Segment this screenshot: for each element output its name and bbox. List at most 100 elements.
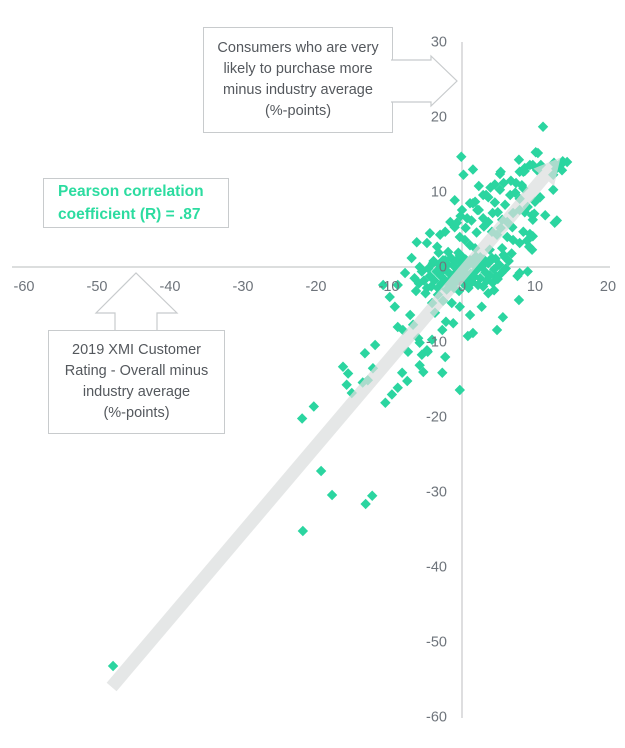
data-point [437,367,448,378]
data-point [503,255,514,267]
data-point [420,288,431,299]
data-point [455,210,466,222]
data-point [519,207,530,218]
data-point [483,192,494,203]
data-point [492,207,503,218]
data-point [466,215,477,226]
data-point [326,489,338,501]
data-point [561,156,573,168]
data-point [505,175,517,186]
data-point [473,180,484,192]
y-tick-label: 0 [439,260,447,276]
data-point [396,367,408,378]
data-point [485,182,496,193]
data-point [551,215,563,226]
data-point [537,121,549,132]
data-point [446,297,457,309]
x-tick-label: -40 [160,279,181,295]
data-point [406,252,417,264]
data-point [473,204,484,216]
data-point [380,397,391,408]
data-point [510,187,521,198]
x-tick-label: -10 [379,279,400,295]
data-point [521,235,533,246]
data-point [389,301,401,312]
data-point [523,241,535,252]
data-point [510,177,522,189]
data-point [418,366,429,378]
trend-line-shaft [106,171,550,692]
data-point [454,231,466,243]
data-point [464,309,476,321]
data-point [467,164,479,175]
data-point [341,379,352,390]
y-tick-label: 20 [431,110,447,126]
data-point [498,249,509,261]
y-tick-label: -50 [426,635,447,651]
x-tick-label: 0 [458,279,466,295]
data-point [431,241,443,252]
data-point [315,465,327,477]
data-point [337,361,349,372]
data-point [522,201,533,213]
data-point [440,351,451,363]
data-point [524,228,536,240]
data-point [499,199,511,210]
data-point [506,248,517,259]
data-point [454,301,466,312]
y-tick-label: 10 [431,185,447,201]
trend-line-arrow [106,157,561,692]
data-point [451,217,463,228]
data-point [478,221,490,232]
data-point [514,237,525,249]
data-point [522,266,533,277]
trend-line-arrowhead [533,157,561,187]
data-point [535,159,547,171]
data-point [512,270,523,282]
data-point [359,348,371,359]
data-point [556,165,568,176]
data-point [504,189,516,201]
data-point [377,279,389,291]
data-point [399,267,411,279]
data-point [426,334,438,345]
y-tick-label: 30 [431,35,447,51]
data-point [367,490,378,501]
data-point [433,247,444,258]
data-point [548,184,559,195]
y-axis-label-text: Consumers who are very likely to purchas… [217,40,379,119]
data-point [421,237,433,249]
data-point [467,327,479,339]
data-point [440,316,452,327]
y-tick-label: -40 [426,560,447,576]
data-point [518,183,529,194]
data-point [491,324,503,336]
data-point [495,166,506,177]
data-point [532,147,544,159]
data-point [507,234,519,246]
data-point [392,382,403,393]
data-point [404,309,416,321]
data-point [471,227,482,238]
data-point [448,318,459,329]
data-point [513,294,525,306]
data-point [297,525,309,537]
pearson-correlation-text: Pearson correlation coefficient (R) = .8… [58,183,204,223]
data-point [489,179,501,190]
data-point [469,196,481,207]
data-point [449,195,460,206]
y-axis-label-callout: Consumers who are very likely to purchas… [203,27,393,133]
data-point [526,244,538,255]
data-point [464,240,476,251]
data-point [456,204,468,216]
up-arrow-icon [94,272,179,333]
right-arrow-path [391,54,458,108]
data-point [440,226,451,237]
data-point [296,413,308,424]
y-tick-label: -10 [426,335,447,351]
x-tick-label: -30 [233,279,254,295]
y-tick-label: -30 [426,485,447,501]
data-point [369,339,381,351]
data-point [360,498,371,510]
